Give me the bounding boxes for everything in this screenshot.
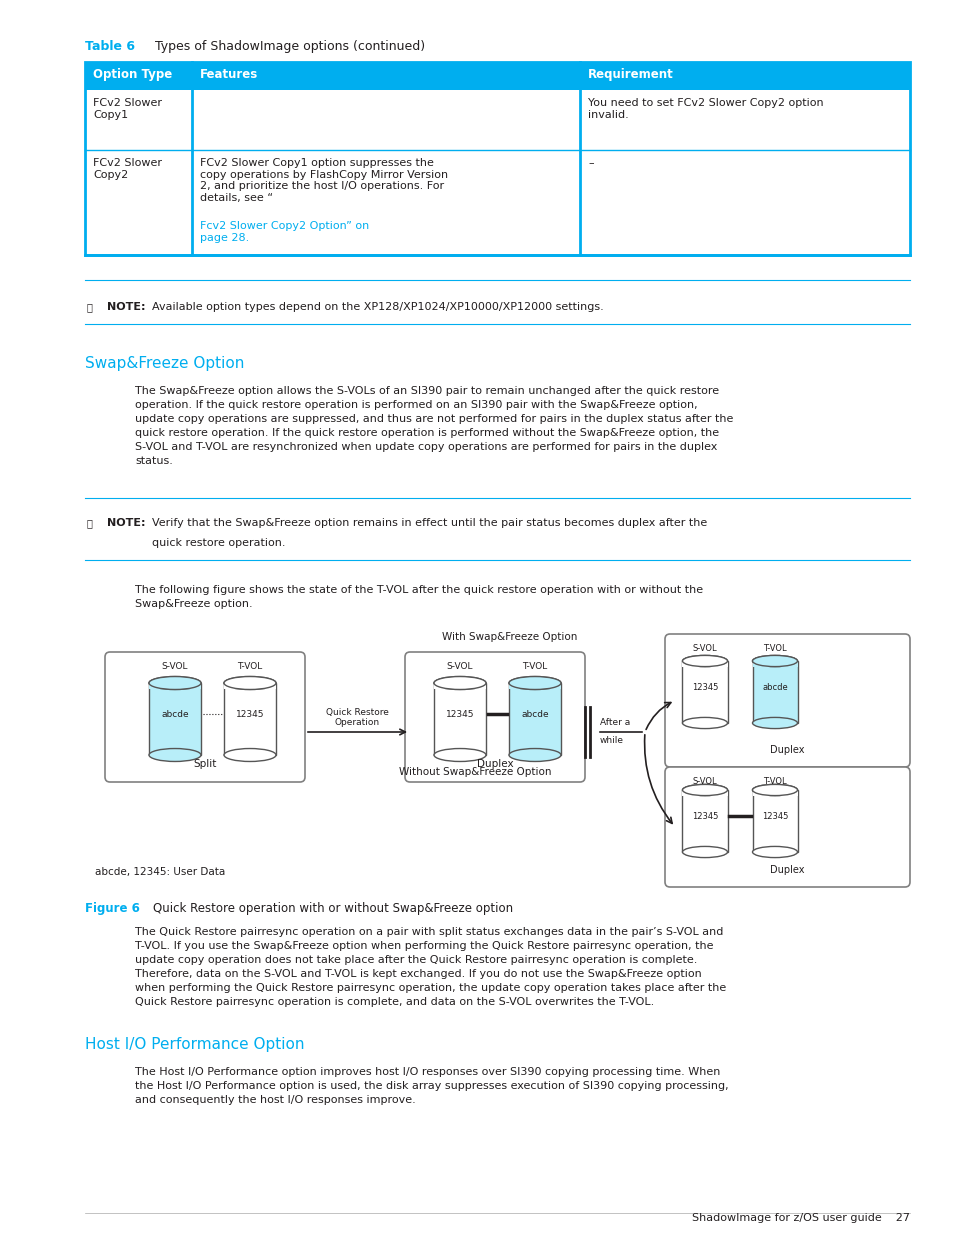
Text: ShadowImage for z/OS user guide    27: ShadowImage for z/OS user guide 27 [691, 1213, 909, 1223]
Text: After a: After a [599, 718, 630, 726]
Text: The Host I/O Performance option improves host I/O responses over SI390 copying p: The Host I/O Performance option improves… [135, 1067, 728, 1105]
Text: S-VOL: S-VOL [692, 777, 717, 785]
FancyBboxPatch shape [149, 683, 201, 755]
Ellipse shape [752, 846, 797, 857]
FancyBboxPatch shape [434, 683, 485, 755]
Ellipse shape [752, 784, 797, 795]
FancyBboxPatch shape [434, 682, 485, 689]
Text: Table 6: Table 6 [85, 40, 135, 53]
Text: With Swap&Freeze Option: With Swap&Freeze Option [442, 632, 578, 642]
Ellipse shape [224, 748, 275, 762]
FancyBboxPatch shape [509, 683, 560, 755]
Ellipse shape [681, 718, 727, 729]
Text: –: – [587, 158, 593, 168]
Text: Duplex: Duplex [476, 760, 513, 769]
Text: The following figure shows the state of the T-VOL after the quick restore operat: The following figure shows the state of … [135, 585, 702, 609]
Text: Features: Features [200, 68, 258, 82]
FancyBboxPatch shape [405, 652, 584, 782]
Text: T-VOL: T-VOL [762, 777, 786, 785]
FancyBboxPatch shape [681, 659, 727, 667]
Ellipse shape [434, 677, 485, 689]
FancyBboxPatch shape [105, 652, 305, 782]
Text: Host I/O Performance Option: Host I/O Performance Option [85, 1037, 304, 1052]
Ellipse shape [509, 677, 560, 689]
Text: 12345: 12345 [761, 811, 787, 820]
FancyBboxPatch shape [752, 790, 797, 852]
Text: S-VOL: S-VOL [446, 662, 473, 671]
FancyBboxPatch shape [664, 634, 909, 767]
Text: Quick Restore operation with or without Swap&Freeze option: Quick Restore operation with or without … [152, 902, 513, 915]
Text: abcde: abcde [761, 683, 787, 692]
FancyBboxPatch shape [85, 62, 909, 254]
FancyBboxPatch shape [681, 790, 727, 852]
Text: Available option types depend on the XP128/XP1024/XP10000/XP12000 settings.: Available option types depend on the XP1… [152, 303, 603, 312]
Text: Swap&Freeze Option: Swap&Freeze Option [85, 356, 244, 370]
Text: T-VOL: T-VOL [237, 662, 262, 671]
Text: NOTE:: NOTE: [107, 303, 146, 312]
FancyBboxPatch shape [149, 682, 201, 689]
Ellipse shape [681, 784, 727, 795]
Text: 📋: 📋 [87, 517, 92, 529]
FancyBboxPatch shape [224, 683, 275, 755]
Text: S-VOL: S-VOL [692, 643, 717, 653]
Text: Duplex: Duplex [769, 745, 804, 755]
Text: Verify that the Swap&Freeze option remains in effect until the pair status becom: Verify that the Swap&Freeze option remai… [152, 517, 706, 529]
Ellipse shape [509, 748, 560, 762]
Text: 12345: 12345 [235, 709, 264, 719]
Text: Figure 6: Figure 6 [85, 902, 140, 915]
Text: FCv2 Slower
Copy2: FCv2 Slower Copy2 [92, 158, 162, 179]
Text: Requirement: Requirement [587, 68, 673, 82]
Text: 12345: 12345 [445, 709, 474, 719]
FancyBboxPatch shape [681, 661, 727, 722]
FancyBboxPatch shape [664, 767, 909, 887]
Text: abcde: abcde [520, 709, 548, 719]
FancyBboxPatch shape [509, 682, 560, 689]
Text: 12345: 12345 [691, 811, 718, 820]
Text: The Quick Restore pairresync operation on a pair with split status exchanges dat: The Quick Restore pairresync operation o… [135, 927, 725, 1007]
FancyBboxPatch shape [224, 682, 275, 689]
Text: Without Swap&Freeze Option: Without Swap&Freeze Option [398, 767, 551, 777]
Text: abcde, 12345: User Data: abcde, 12345: User Data [95, 867, 225, 877]
Text: Quick Restore
Operation: Quick Restore Operation [326, 708, 389, 727]
Ellipse shape [434, 748, 485, 762]
Text: NOTE:: NOTE: [107, 517, 146, 529]
Text: Split: Split [193, 760, 216, 769]
Text: S-VOL: S-VOL [162, 662, 188, 671]
Text: FCv2 Slower
Copy1: FCv2 Slower Copy1 [92, 98, 162, 120]
Ellipse shape [224, 677, 275, 689]
Ellipse shape [681, 656, 727, 667]
Text: T-VOL: T-VOL [762, 643, 786, 653]
Text: Fcv2 Slower Copy2 Option” on
page 28.: Fcv2 Slower Copy2 Option” on page 28. [200, 221, 369, 242]
Text: Option Type: Option Type [92, 68, 172, 82]
FancyBboxPatch shape [752, 661, 797, 722]
FancyBboxPatch shape [681, 789, 727, 795]
Ellipse shape [752, 656, 797, 667]
Text: T-VOL: T-VOL [522, 662, 547, 671]
Ellipse shape [509, 677, 560, 689]
Text: The Swap&Freeze option allows the S-VOLs of an SI390 pair to remain unchanged af: The Swap&Freeze option allows the S-VOLs… [135, 387, 733, 466]
Ellipse shape [149, 677, 201, 689]
FancyBboxPatch shape [752, 659, 797, 667]
Ellipse shape [149, 677, 201, 689]
FancyBboxPatch shape [752, 789, 797, 795]
Text: You need to set FCv2 Slower Copy2 option
invalid.: You need to set FCv2 Slower Copy2 option… [587, 98, 822, 120]
Ellipse shape [149, 748, 201, 762]
Text: Duplex: Duplex [769, 864, 804, 876]
Ellipse shape [752, 784, 797, 795]
Ellipse shape [681, 846, 727, 857]
Ellipse shape [752, 656, 797, 667]
Text: quick restore operation.: quick restore operation. [152, 538, 285, 548]
Text: Types of ShadowImage options (continued): Types of ShadowImage options (continued) [147, 40, 425, 53]
Text: 12345: 12345 [691, 683, 718, 692]
Text: abcde: abcde [161, 709, 189, 719]
Text: 📋: 📋 [87, 303, 92, 312]
Ellipse shape [681, 784, 727, 795]
Ellipse shape [224, 677, 275, 689]
Text: FCv2 Slower Copy1 option suppresses the
copy operations by FlashCopy Mirror Vers: FCv2 Slower Copy1 option suppresses the … [200, 158, 448, 203]
Ellipse shape [681, 656, 727, 667]
Text: while: while [599, 736, 623, 745]
FancyBboxPatch shape [85, 62, 909, 90]
Ellipse shape [434, 677, 485, 689]
Ellipse shape [752, 718, 797, 729]
